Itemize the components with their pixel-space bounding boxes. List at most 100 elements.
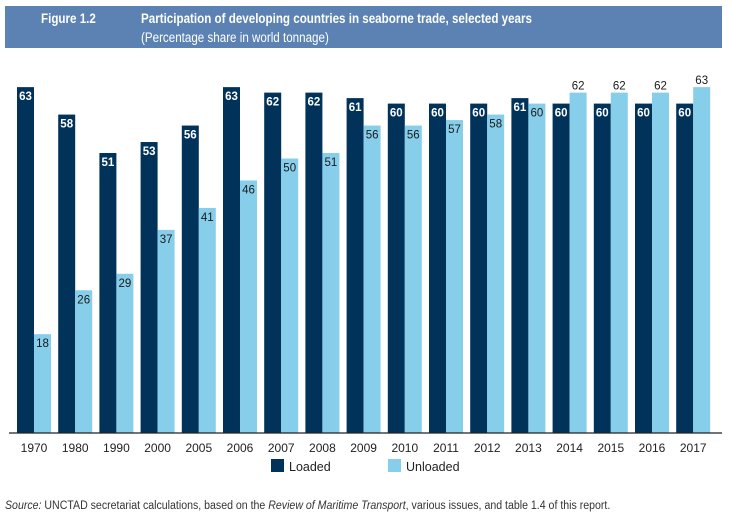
bar-unloaded-2007 [281, 158, 299, 433]
data-label-unloaded-2012: 58 [489, 119, 502, 131]
x-tick-label-2006: 2006 [227, 441, 254, 455]
bar-unloaded-2012 [487, 114, 505, 433]
data-label-unloaded-2009: 56 [366, 130, 379, 142]
bar-unloaded-2000 [157, 229, 175, 433]
bar-unloaded-2005 [198, 207, 216, 433]
legend-swatch-unloaded [388, 459, 401, 472]
data-label-unloaded-2005: 41 [201, 212, 214, 224]
data-label-loaded-2014: 60 [555, 108, 568, 120]
bar-unloaded-2011 [446, 120, 463, 433]
bar-loaded-2013 [511, 98, 529, 434]
bar-unloaded-2009 [363, 125, 381, 433]
bar-loaded-1970 [17, 87, 34, 433]
legend: Loaded Unloaded [271, 459, 460, 474]
data-label-loaded-2007: 62 [266, 97, 279, 109]
data-label-loaded-1970: 63 [19, 91, 32, 103]
bar-unloaded-1980 [75, 290, 93, 433]
data-label-loaded-2009: 61 [349, 102, 362, 114]
legend-label-loaded: Loaded [289, 460, 331, 474]
data-label-unloaded-2006: 46 [242, 184, 255, 196]
legend-label-unloaded: Unloaded [406, 460, 460, 474]
data-label-loaded-2000: 53 [143, 146, 156, 158]
bar-unloaded-2013 [528, 103, 546, 433]
legend-swatch-loaded [271, 459, 284, 472]
data-label-unloaded-2007: 50 [283, 163, 296, 175]
data-label-unloaded-2000: 37 [160, 234, 173, 246]
bar-loaded-2014 [552, 103, 570, 433]
data-label-loaded-1990: 51 [102, 157, 115, 169]
x-tick-label-1990: 1990 [103, 441, 130, 455]
data-label-unloaded-2016: 62 [654, 81, 667, 93]
bar-loaded-2011 [429, 103, 446, 433]
bar-unloaded-2010 [404, 125, 422, 433]
data-label-loaded-2016: 60 [637, 108, 650, 120]
source-text-2: , various issues, and table 1.4 of this … [405, 500, 611, 512]
figure-number: Figure 1.2 [41, 11, 96, 26]
x-tick-label-2011: 2011 [433, 441, 459, 455]
data-label-unloaded-2017: 63 [695, 75, 708, 87]
bar-unloaded-2014 [569, 92, 587, 434]
source-text-1: UNCTAD secretariat calculations, based o… [41, 500, 269, 512]
x-tick-label-2010: 2010 [391, 441, 418, 455]
bar-loaded-2000 [140, 142, 158, 433]
x-tick-label-2008: 2008 [309, 441, 336, 455]
data-label-loaded-2017: 60 [678, 108, 691, 120]
bar-loaded-1990 [99, 153, 117, 433]
data-label-loaded-2008: 62 [308, 97, 321, 109]
figure-title: Participation of developing countries in… [141, 11, 532, 26]
bar-unloaded-1990 [116, 273, 134, 433]
data-label-unloaded-1970: 18 [36, 338, 49, 350]
bar-unloaded-2006 [240, 180, 257, 433]
data-label-unloaded-1980: 26 [77, 294, 90, 306]
bar-loaded-2007 [264, 92, 282, 434]
x-tick-label-2016: 2016 [639, 441, 666, 455]
figure-subtitle: (Percentage share in world tonnage) [141, 30, 329, 45]
bar-loaded-1980 [58, 114, 76, 433]
bar-loaded-2012 [470, 103, 488, 433]
data-label-loaded-2010: 60 [390, 108, 403, 120]
data-label-loaded-2013: 61 [514, 102, 527, 114]
bar-unloaded-2017 [693, 87, 711, 433]
x-tick-label-2015: 2015 [597, 441, 624, 455]
bar-loaded-2010 [387, 103, 405, 433]
data-label-unloaded-2008: 51 [325, 157, 338, 169]
data-label-unloaded-2013: 60 [531, 108, 544, 120]
source-label: Source: [5, 500, 42, 512]
bar-loaded-2005 [181, 125, 199, 433]
bar-loaded-2017 [676, 103, 694, 433]
x-tick-label-2007: 2007 [268, 441, 295, 455]
bar-chart: 63 18 58 26 51 29 53 37 56 41 63 46 62 50 62 51 61 56 60 56… [9, 75, 722, 474]
data-label-unloaded-1990: 29 [119, 278, 132, 290]
bar-loaded-2016 [635, 103, 652, 433]
data-label-loaded-2006: 63 [225, 91, 238, 103]
data-label-unloaded-2011: 57 [448, 124, 461, 136]
x-tick-label-1970: 1970 [21, 441, 48, 455]
bar-unloaded-2016 [652, 92, 669, 434]
x-tick-label-1980: 1980 [62, 441, 89, 455]
figure-header: Figure 1.2 Participation of developing c… [5, 6, 722, 48]
x-tick-label-2014: 2014 [556, 441, 583, 455]
bar-unloaded-2015 [610, 92, 628, 434]
source-note: Source: UNCTAD secretariat calculations,… [5, 500, 610, 512]
bar-loaded-2009 [346, 98, 364, 434]
bar-loaded-2006 [223, 87, 240, 433]
data-label-loaded-2012: 60 [472, 108, 485, 120]
x-tick-label-2012: 2012 [474, 441, 501, 455]
x-tick-label-2017: 2017 [680, 441, 707, 455]
data-label-loaded-2005: 56 [184, 130, 197, 142]
bar-loaded-2015 [593, 103, 611, 433]
data-label-loaded-2015: 60 [596, 108, 609, 120]
x-tick-labels: 1970 1980 1990 2000 2005 2006 2007 2008 2009 2010… [21, 441, 707, 455]
bars-group: 63 18 58 26 51 29 53 37 56 41 63 46 62 50 62 51 61 56 60 56… [17, 75, 711, 434]
x-tick-label-2005: 2005 [185, 441, 212, 455]
data-label-loaded-2011: 60 [431, 108, 444, 120]
data-label-unloaded-2014: 62 [572, 81, 585, 93]
source-publication: Review of Maritime Transport [268, 500, 406, 512]
x-tick-label-2013: 2013 [515, 441, 542, 455]
data-label-loaded-1980: 58 [60, 119, 73, 131]
bar-unloaded-2008 [322, 153, 340, 433]
bar-unloaded-1970 [34, 334, 51, 433]
x-tick-label-2009: 2009 [350, 441, 377, 455]
x-tick-label-2000: 2000 [144, 441, 171, 455]
bar-loaded-2008 [305, 92, 323, 434]
